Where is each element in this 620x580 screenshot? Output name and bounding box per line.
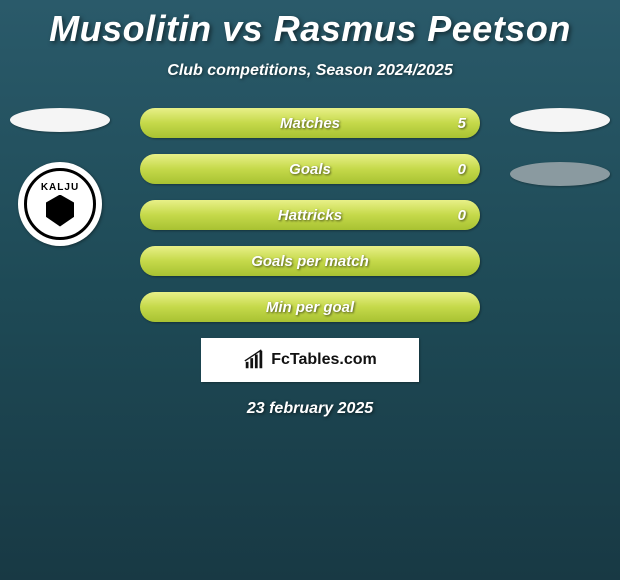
bar-value: 5 <box>458 115 466 132</box>
club-logo-text: KALJU <box>41 182 79 193</box>
bar-matches: Matches 5 <box>140 108 480 138</box>
bar-label: Matches <box>280 115 340 132</box>
bar-min-per-goal: Min per goal <box>140 292 480 322</box>
date-text: 23 february 2025 <box>0 400 620 418</box>
bar-chart-icon <box>243 349 265 371</box>
bar-value: 0 <box>458 207 466 224</box>
bar-label: Min per goal <box>266 299 354 316</box>
brand-text: FcTables.com <box>271 351 377 369</box>
club-crest-icon <box>46 195 74 227</box>
subtitle: Club competitions, Season 2024/2025 <box>0 62 620 80</box>
club-logo: KALJU <box>18 162 102 246</box>
bar-label: Goals per match <box>251 253 369 270</box>
stat-bars: Matches 5 Goals 0 Hattricks 0 Goals per … <box>140 108 480 322</box>
bar-label: Hattricks <box>278 207 342 224</box>
page-title: Musolitin vs Rasmus Peetson <box>0 0 620 50</box>
bar-goals-per-match: Goals per match <box>140 246 480 276</box>
chart-area: KALJU Matches 5 Goals 0 Hattricks 0 Goal… <box>0 108 620 418</box>
club-logo-inner: KALJU <box>24 168 96 240</box>
bar-hattricks: Hattricks 0 <box>140 200 480 230</box>
brand-box: FcTables.com <box>201 338 419 382</box>
bar-value: 0 <box>458 161 466 178</box>
side-ellipse-left <box>10 108 110 132</box>
side-ellipse-right-2 <box>510 162 610 186</box>
bar-label: Goals <box>289 161 331 178</box>
side-ellipse-right-1 <box>510 108 610 132</box>
bar-goals: Goals 0 <box>140 154 480 184</box>
